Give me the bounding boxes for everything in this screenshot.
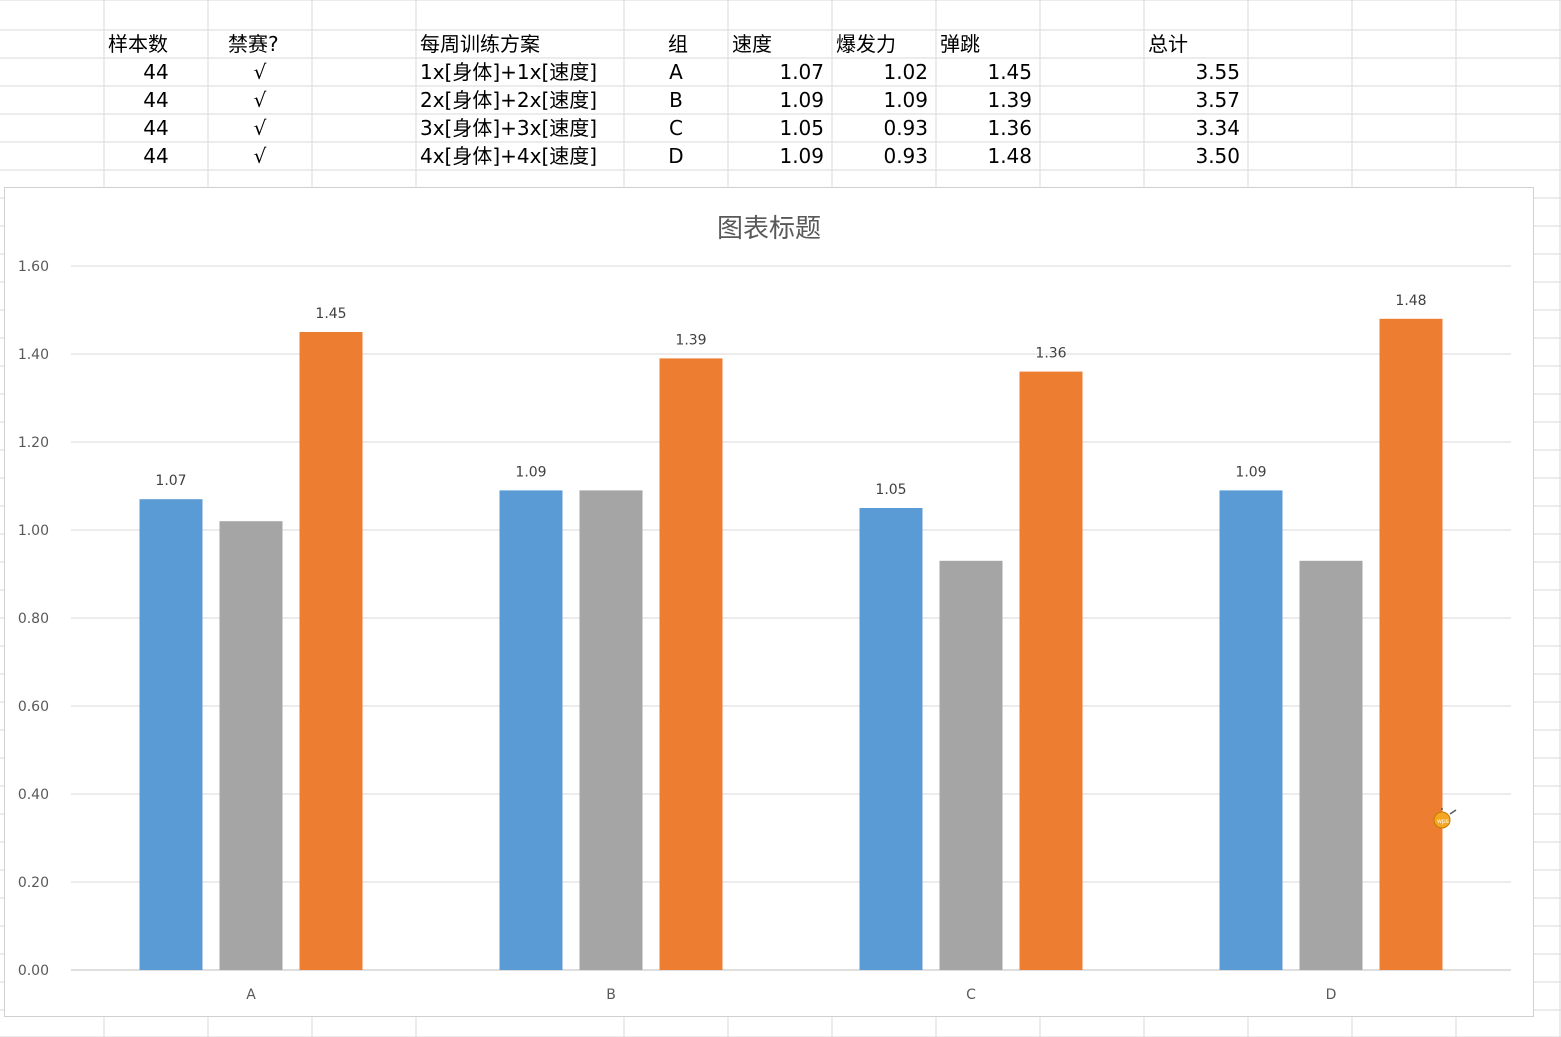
bar-D-series-1[interactable] — [1219, 490, 1283, 970]
cell-power[interactable]: 1.02 — [883, 60, 928, 84]
cell-samples[interactable]: 44 — [143, 88, 169, 112]
bar-chart-plot: 0.00 0.20 0.40 0.60 0.80 1.00 1.20 1.40 1.60 1.07… — [18, 259, 1511, 1003]
cell-banned[interactable]: √ — [253, 144, 267, 168]
bar-C-series-3[interactable] — [1019, 371, 1083, 971]
header-power[interactable]: 爆发力 — [836, 32, 896, 56]
chart-container[interactable]: 图表标题 0.00 0.20 0.40 0.60 0.80 1.00 1.20 1.40 1.6… — [4, 187, 1534, 1017]
header-banned[interactable]: 禁赛? — [228, 32, 279, 56]
cell-speed[interactable]: 1.07 — [779, 60, 824, 84]
header-samples[interactable]: 样本数 — [108, 32, 168, 56]
cell-jump[interactable]: 1.45 — [987, 60, 1032, 84]
bar-C-series-1[interactable] — [859, 508, 923, 970]
data-label: 1.48 — [1395, 293, 1426, 309]
y-tick-label: 0.00 — [18, 963, 49, 979]
cell-group[interactable]: B — [669, 88, 683, 112]
y-tick-label: 0.20 — [18, 875, 49, 891]
header-jump[interactable]: 弹跳 — [940, 32, 980, 56]
cell-speed[interactable]: 1.05 — [779, 116, 824, 140]
bar-B-series-3[interactable] — [659, 358, 723, 970]
header-speed[interactable]: 速度 — [732, 32, 772, 56]
wps-logo-icon[interactable]: wps — [1428, 808, 1458, 830]
data-label: 1.09 — [515, 464, 546, 480]
bar-B-series-1[interactable] — [499, 490, 563, 970]
x-category-label: D — [1326, 987, 1337, 1003]
y-tick-label: 1.40 — [18, 347, 49, 363]
cell-jump[interactable]: 1.36 — [987, 116, 1032, 140]
cell-power[interactable]: 0.93 — [883, 116, 928, 140]
x-category-label: A — [246, 987, 256, 1003]
cell-total[interactable]: 3.55 — [1195, 60, 1240, 84]
data-label: 1.05 — [875, 482, 906, 498]
cell-samples[interactable]: 44 — [143, 116, 169, 140]
data-label: 1.07 — [155, 473, 186, 489]
cell-total[interactable]: 3.34 — [1195, 116, 1240, 140]
cell-group[interactable]: C — [669, 116, 683, 140]
cell-samples[interactable]: 44 — [143, 144, 169, 168]
x-category-label: C — [966, 987, 976, 1003]
cell-speed[interactable]: 1.09 — [779, 88, 824, 112]
cell-group[interactable]: A — [669, 60, 683, 84]
cell-jump[interactable]: 1.48 — [987, 144, 1032, 168]
cell-samples[interactable]: 44 — [143, 60, 169, 84]
wps-badge-text: wps — [1437, 818, 1449, 825]
cell-plan[interactable]: 2x[身体]+2x[速度] — [420, 88, 598, 112]
x-category-label: B — [606, 987, 616, 1003]
cell-plan[interactable]: 1x[身体]+1x[速度] — [420, 60, 598, 84]
bar-A-series-2[interactable] — [219, 521, 283, 970]
bar-A-series-1[interactable] — [139, 499, 203, 970]
y-tick-label: 0.60 — [18, 699, 49, 715]
data-label: 1.36 — [1035, 346, 1066, 362]
cell-total[interactable]: 3.57 — [1195, 88, 1240, 112]
header-group[interactable]: 组 — [668, 32, 688, 56]
cell-power[interactable]: 0.93 — [883, 144, 928, 168]
cell-jump[interactable]: 1.39 — [987, 88, 1032, 112]
y-tick-label: 1.60 — [18, 259, 49, 275]
bar-D-series-3[interactable] — [1379, 318, 1443, 970]
y-tick-label: 0.80 — [18, 611, 49, 627]
chart-title[interactable]: 图表标题 — [716, 214, 821, 244]
cell-banned[interactable]: √ — [253, 116, 267, 140]
bar-A-series-3[interactable] — [299, 332, 363, 970]
bar-B-series-2[interactable] — [579, 490, 643, 970]
cell-total[interactable]: 3.50 — [1195, 144, 1240, 168]
cell-plan[interactable]: 4x[身体]+4x[速度] — [420, 144, 598, 168]
data-label: 1.45 — [315, 306, 346, 322]
data-label: 1.39 — [675, 332, 706, 348]
y-tick-label: 1.00 — [18, 523, 49, 539]
y-tick-label: 1.20 — [18, 435, 49, 451]
cell-banned[interactable]: √ — [253, 88, 267, 112]
bar-D-series-2[interactable] — [1299, 560, 1363, 970]
header-plan[interactable]: 每周训练方案 — [420, 32, 540, 56]
cell-group[interactable]: D — [668, 144, 684, 168]
header-total[interactable]: 总计 — [1148, 32, 1188, 56]
cell-plan[interactable]: 3x[身体]+3x[速度] — [420, 116, 598, 140]
cell-speed[interactable]: 1.09 — [779, 144, 824, 168]
bar-C-series-2[interactable] — [939, 560, 1003, 970]
cell-banned[interactable]: √ — [253, 60, 267, 84]
data-label: 1.09 — [1235, 464, 1266, 480]
cell-power[interactable]: 1.09 — [883, 88, 928, 112]
y-tick-label: 0.40 — [18, 787, 49, 803]
